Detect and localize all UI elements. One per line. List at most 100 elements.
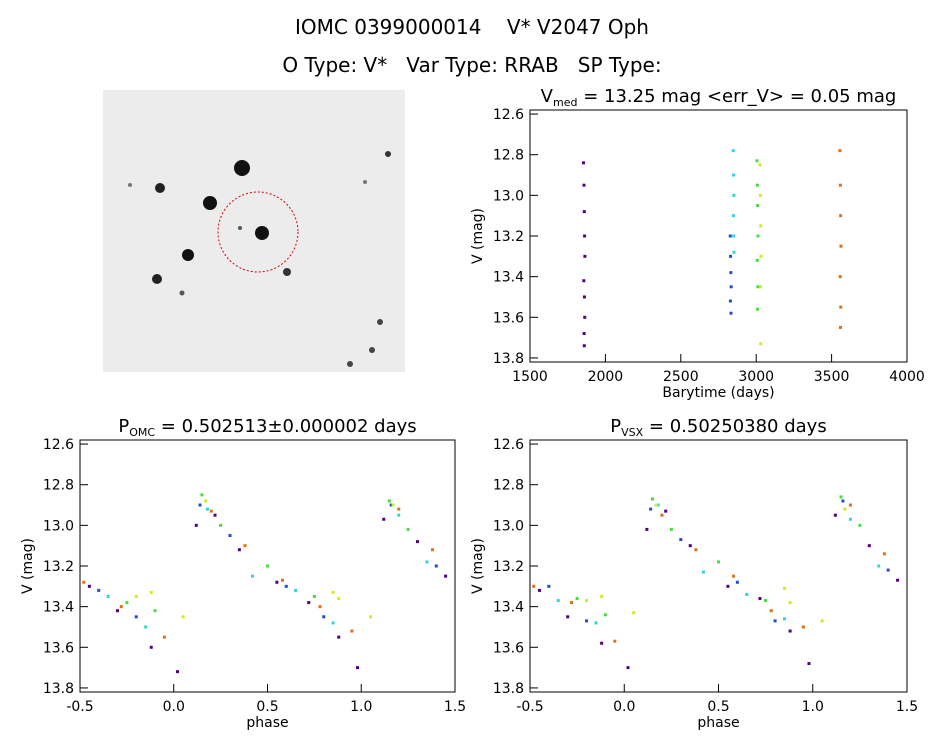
data-point (237, 548, 241, 552)
data-point (839, 305, 843, 309)
data-point (732, 250, 736, 254)
data-point (318, 605, 322, 609)
y-tick-label: 13.2 (493, 229, 524, 245)
x-axis-label: phase (697, 715, 739, 731)
data-point (788, 601, 792, 605)
data-point (382, 517, 386, 521)
data-point (645, 527, 649, 531)
plot-title: Vmed = 13.25 mag <err_V> = 0.05 mag (541, 86, 897, 109)
data-point (886, 568, 890, 572)
y-tick-label: 12.6 (43, 437, 74, 453)
star (347, 361, 353, 367)
data-point (369, 615, 373, 619)
data-point (125, 601, 129, 605)
data-point (389, 503, 393, 507)
data-point (726, 584, 730, 588)
star (155, 183, 165, 193)
data-point (759, 254, 763, 258)
data-point (755, 183, 759, 187)
data-point (843, 507, 847, 511)
data-point (176, 670, 179, 674)
data-point (603, 613, 607, 617)
star (283, 268, 291, 276)
data-point (758, 193, 762, 197)
data-point (281, 578, 284, 582)
y-tick-label: 12.8 (43, 478, 74, 494)
data-point (397, 513, 401, 517)
data-point (756, 204, 760, 208)
data-point (582, 279, 586, 283)
data-point (756, 234, 760, 238)
data-point (532, 584, 536, 588)
data-point (745, 592, 749, 596)
data-point (194, 523, 198, 527)
data-point (243, 544, 247, 548)
title-subscript: VSX (621, 426, 644, 439)
x-tick-label: 4000 (889, 369, 925, 385)
data-point (838, 325, 842, 329)
data-point (583, 315, 587, 319)
data-point (649, 507, 653, 511)
x-tick-label: 0.5 (256, 699, 278, 715)
data-point (801, 625, 805, 629)
y-axis-label: V (mag) (470, 208, 486, 264)
y-tick-label: 13.0 (43, 518, 74, 534)
data-point (162, 635, 166, 639)
y-tick-label: 13.8 (43, 681, 74, 697)
y-tick-label: 13.4 (43, 600, 74, 616)
data-point (882, 552, 886, 556)
plot-title: PVSX = 0.50250380 days (610, 416, 826, 439)
star (234, 160, 250, 176)
data-point (331, 590, 335, 594)
data-point (613, 639, 617, 643)
star (182, 249, 194, 261)
star (385, 151, 391, 157)
plot-frame (529, 439, 908, 693)
data-point (688, 544, 692, 548)
data-point (732, 173, 736, 177)
x-tick-label: 1.0 (802, 699, 824, 715)
data-point (134, 615, 138, 619)
data-point (838, 275, 842, 279)
x-tick-label: 1.5 (896, 699, 918, 715)
data-point (582, 344, 586, 348)
data-point (626, 666, 630, 670)
data-point (731, 149, 735, 153)
data-point (759, 342, 763, 346)
data-point (356, 666, 359, 670)
x-tick-label: 0.0 (613, 699, 635, 715)
data-point (582, 332, 586, 336)
data-point (656, 503, 660, 507)
data-point (755, 159, 759, 163)
data-point (594, 621, 598, 625)
data-point (204, 499, 208, 503)
data-point (735, 580, 739, 584)
x-tick-label: -0.5 (516, 699, 543, 715)
star (369, 347, 375, 353)
x-tick-label: 0.0 (163, 699, 185, 715)
title-subscript: med (553, 96, 577, 109)
data-point (838, 149, 842, 153)
data-point (664, 509, 668, 513)
data-point (284, 584, 288, 588)
data-point (582, 295, 586, 299)
data-point (153, 609, 157, 613)
data-point (867, 544, 871, 548)
data-point (275, 580, 279, 584)
data-point (582, 210, 586, 214)
data-point (839, 495, 843, 499)
data-point (228, 534, 232, 538)
data-point (839, 214, 843, 218)
data-point (679, 538, 683, 542)
y-tick-label: 13.6 (493, 640, 524, 656)
star (203, 196, 217, 210)
data-point (575, 597, 579, 601)
y-tick-label: 13.8 (493, 681, 524, 697)
x-axis-label: phase (246, 715, 288, 731)
plot-title: POMC = 0.502513±0.000002 days (118, 416, 416, 439)
data-point (583, 234, 587, 238)
data-point (397, 507, 401, 511)
star (255, 226, 269, 240)
data-point (116, 609, 119, 613)
